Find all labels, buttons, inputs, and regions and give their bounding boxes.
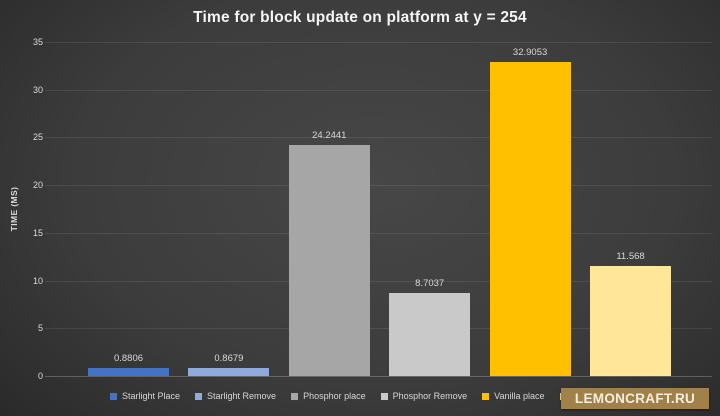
- bar-data-label: 8.7037: [415, 277, 445, 289]
- legend-item: Starlight Place: [110, 391, 180, 401]
- legend-label: Vanilla place: [494, 391, 545, 401]
- y-tick-label: 0: [37, 371, 43, 381]
- legend-label: Phosphor place: [303, 391, 366, 401]
- x-axis-line: [45, 376, 712, 377]
- y-axis-title: TIME (MS): [9, 186, 19, 232]
- bar-starlight-place: [88, 367, 169, 376]
- bar-data-label: 32.9053: [512, 47, 548, 58]
- legend-swatch-icon: [195, 392, 203, 400]
- y-tick-label: 10: [32, 275, 43, 286]
- bar-series-6: [590, 265, 671, 376]
- legend-item: Starlight Remove: [195, 391, 276, 401]
- legend-item: Vanilla place: [482, 391, 545, 401]
- chart-legend: Starlight Place Starlight Remove Phosphor …: [110, 389, 567, 403]
- y-tick-label: 20: [32, 180, 43, 191]
- gridline: [45, 137, 712, 139]
- legend-label: Starlight Remove: [207, 391, 277, 401]
- y-tick-label: 25: [32, 132, 43, 143]
- y-tick-label: 5: [37, 323, 43, 334]
- legend-item: Phosphor Remove: [380, 391, 468, 401]
- legend-swatch-icon: [482, 392, 490, 400]
- bar-starlight-remove: [188, 367, 270, 376]
- bar-data-label: 0.8806: [113, 352, 144, 364]
- gridline: [45, 185, 712, 187]
- bar-phosphor-place: [288, 144, 370, 376]
- legend-swatch-icon: [380, 392, 388, 400]
- bar-data-label: 11.568: [616, 250, 645, 262]
- legend-label: Phosphor Remove: [392, 391, 468, 401]
- y-tick-label: 15: [32, 227, 43, 238]
- gridline: [45, 328, 712, 330]
- legend-label: Starlight Place: [122, 391, 181, 401]
- bar-data-label: 0.8679: [214, 352, 244, 364]
- gridline: [45, 42, 712, 43]
- bar-phosphor-remove: [389, 292, 471, 376]
- watermark-badge: LEMONCRAFT.RU: [561, 388, 709, 409]
- legend-item: Phosphor place: [291, 391, 366, 401]
- legend-swatch-icon: [110, 392, 117, 400]
- gridline: [45, 89, 712, 91]
- legend-swatch-icon: [291, 392, 299, 400]
- gridline: [45, 280, 712, 282]
- chart-title: Time for block update on platform at y =…: [193, 9, 527, 26]
- bar-data-label: 24.2441: [312, 129, 347, 141]
- plot-area: 0.8806 0.8679 24.2441 8.7037 32.9053 11.568: [45, 42, 712, 377]
- y-tick-label: 30: [32, 84, 43, 95]
- y-tick-label: 35: [32, 37, 43, 47]
- gridline: [45, 232, 712, 234]
- bar-vanilla-place: [489, 62, 571, 376]
